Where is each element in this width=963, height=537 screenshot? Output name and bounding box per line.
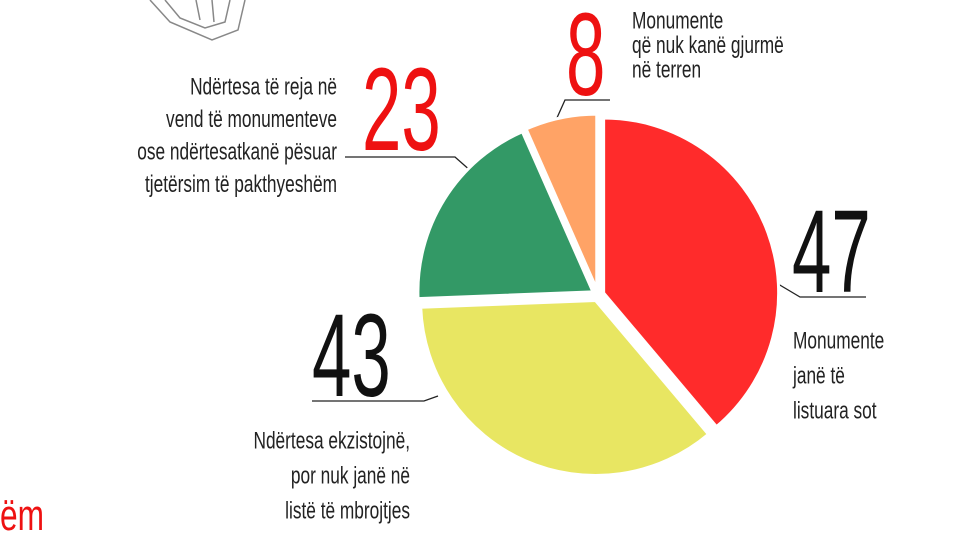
label-line-group: në terren — [632, 57, 701, 83]
fragment: ëm — [0, 491, 44, 537]
fragment-text: ëm — [0, 491, 44, 537]
category-label: vend të monumenteve — [166, 106, 337, 132]
label-line-group: Monumente — [793, 328, 884, 354]
category-label: listuara sot — [793, 398, 877, 424]
label-line-group: që nuk kanë gjurmë — [632, 32, 784, 58]
value-number-group: 8 — [566, 0, 605, 120]
category-label: në terren — [632, 57, 701, 83]
leader-line — [312, 395, 439, 402]
label-line-group: janë të — [792, 363, 845, 389]
sketch-decoration — [149, 0, 246, 41]
category-label: Monumente — [793, 328, 884, 354]
category-label: Ndërtesa ekzistojnë, — [253, 428, 410, 454]
pie-slice — [524, 112, 599, 290]
value-number-group: 43 — [312, 289, 391, 421]
category-label: listë të mbrojtjes — [285, 498, 410, 524]
label-line-group: listë të mbrojtjes — [285, 498, 410, 524]
label-line-group: tjetërsim të pakthyeshëm — [145, 171, 337, 197]
value-number: 43 — [312, 289, 391, 421]
value-number-group: 23 — [362, 43, 441, 175]
pie-slice — [602, 116, 781, 429]
category-label: tjetërsim të pakthyeshëm — [145, 171, 337, 197]
label-line-group: por nuk janë në — [291, 463, 410, 489]
category-label: Ndërtesa të reja në — [190, 74, 337, 100]
category-label: ose ndërtesatkanë pësuar — [137, 139, 337, 165]
label-line-group: Ndërtesa të reja në — [190, 74, 337, 100]
leader-line — [555, 99, 610, 121]
leader-line — [345, 156, 473, 173]
pie-slice — [419, 298, 711, 477]
category-label: por nuk janë në — [291, 463, 410, 489]
label-line-group: vend të monumenteve — [166, 106, 337, 132]
label-line-group: Monumente — [632, 8, 723, 34]
value-number: 47 — [792, 185, 871, 317]
category-label: janë të — [792, 363, 845, 389]
value-number-group: 47 — [792, 185, 871, 317]
label-line-group: ose ndërtesatkanë pësuar — [137, 139, 337, 165]
label-line-group: listuara sot — [793, 398, 877, 424]
value-number: 8 — [566, 0, 605, 120]
value-number: 23 — [362, 43, 441, 175]
pie-slice — [416, 129, 596, 301]
category-label: Monumente — [632, 8, 723, 34]
category-label: që nuk kanë gjurmë — [632, 32, 784, 58]
label-line-group: Ndërtesa ekzistojnë, — [253, 428, 410, 454]
